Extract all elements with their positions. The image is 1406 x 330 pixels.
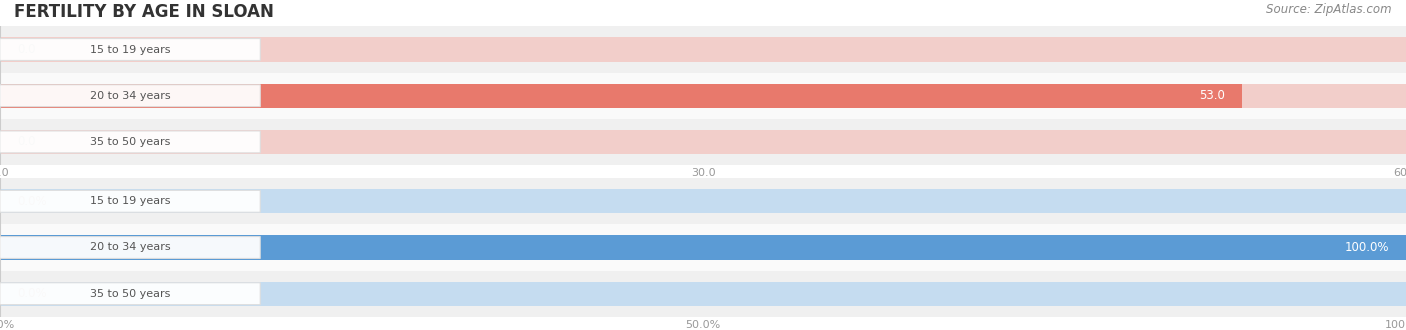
Bar: [0, 26, 1406, 73]
Bar: [0, 236, 1406, 259]
FancyBboxPatch shape: [0, 283, 260, 305]
Text: 0.0%: 0.0%: [17, 287, 46, 300]
Text: 15 to 19 years: 15 to 19 years: [90, 45, 170, 54]
FancyBboxPatch shape: [0, 39, 260, 60]
Bar: [0, 224, 1406, 271]
Bar: [0, 119, 1406, 165]
Text: 20 to 34 years: 20 to 34 years: [90, 243, 170, 252]
FancyBboxPatch shape: [0, 190, 260, 212]
Text: Source: ZipAtlas.com: Source: ZipAtlas.com: [1267, 3, 1392, 16]
Bar: [0, 236, 1406, 259]
Text: 35 to 50 years: 35 to 50 years: [90, 137, 170, 147]
Text: 15 to 19 years: 15 to 19 years: [90, 196, 170, 206]
Text: 53.0: 53.0: [1199, 89, 1225, 102]
Bar: [0, 282, 1406, 306]
Bar: [0, 84, 1241, 108]
Bar: [0, 84, 1406, 108]
Text: 0.0%: 0.0%: [17, 195, 46, 208]
Bar: [0, 130, 1406, 154]
Bar: [0, 189, 1406, 213]
Bar: [0, 38, 1406, 61]
FancyBboxPatch shape: [0, 131, 260, 153]
Text: 0.0: 0.0: [17, 43, 35, 56]
Bar: [0, 271, 1406, 317]
FancyBboxPatch shape: [0, 237, 260, 258]
Text: 100.0%: 100.0%: [1344, 241, 1389, 254]
Text: 0.0: 0.0: [17, 135, 35, 148]
Bar: [0, 73, 1406, 119]
Text: FERTILITY BY AGE IN SLOAN: FERTILITY BY AGE IN SLOAN: [14, 3, 274, 21]
Text: 20 to 34 years: 20 to 34 years: [90, 91, 170, 101]
FancyBboxPatch shape: [0, 85, 260, 107]
Text: 35 to 50 years: 35 to 50 years: [90, 289, 170, 299]
Bar: [0, 178, 1406, 224]
